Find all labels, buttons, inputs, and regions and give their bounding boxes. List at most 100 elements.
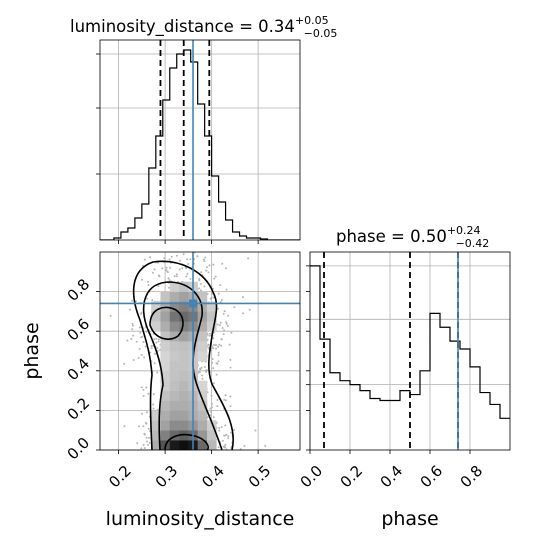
sample-point [178, 259, 181, 262]
sample-point [131, 322, 134, 325]
density-cell [160, 420, 171, 431]
sample-point [217, 354, 220, 357]
sample-point [141, 335, 144, 338]
sample-point [143, 258, 146, 261]
sample-point [218, 324, 221, 327]
sample-point [153, 338, 156, 341]
sample-point [128, 308, 131, 311]
contour-outer [132, 260, 234, 450]
density-cell [197, 440, 208, 450]
sample-point [140, 447, 143, 450]
density-cell [151, 311, 161, 322]
sample-point [132, 334, 135, 337]
sample-point [223, 329, 225, 332]
sample-point [224, 399, 227, 402]
density-cell [179, 341, 189, 352]
sample-point [212, 416, 215, 419]
sample-point [233, 429, 236, 431]
sample-point [153, 268, 156, 271]
density-cell [169, 420, 180, 431]
sample-point [225, 288, 228, 291]
sample-point [215, 362, 218, 365]
phase-histogram-frame [309, 251, 511, 451]
sample-point [186, 258, 189, 261]
sample-point [156, 408, 159, 411]
sample-point [225, 267, 228, 270]
sample-point [138, 425, 140, 428]
joint-x-tick-label-0.4: 0.4 [198, 462, 228, 492]
sample-point [142, 425, 145, 428]
sample-point [203, 260, 206, 263]
ld-histogram-grid [100, 40, 300, 240]
sample-point [156, 347, 159, 349]
sample-point [167, 277, 170, 280]
sample-point [242, 312, 245, 315]
sample-point [146, 411, 148, 414]
density-cell [160, 360, 171, 372]
sample-point [136, 442, 139, 445]
ld-histogram-marks [100, 40, 300, 240]
density-cell [197, 420, 208, 431]
density-cell [179, 291, 189, 302]
sample-point [158, 338, 160, 341]
density-cell [160, 311, 171, 322]
joint-density-frame [99, 251, 301, 451]
density-cell [169, 311, 180, 322]
density-cell [169, 370, 180, 381]
density-cell [169, 390, 180, 401]
sample-point [217, 307, 220, 310]
density-cell [169, 400, 180, 411]
sample-point [168, 279, 171, 282]
sample-point [212, 382, 215, 385]
density-cell [179, 440, 189, 450]
density-cell [197, 390, 208, 401]
density-cell [160, 341, 171, 352]
sample-point [147, 284, 150, 286]
sample-point [186, 272, 189, 275]
density-cell [169, 380, 180, 391]
density-cell [179, 351, 189, 362]
sample-point [205, 369, 208, 372]
joint-x-tick-label-0.5: 0.5 [245, 462, 275, 492]
density-cell [179, 331, 189, 342]
sample-point [229, 395, 232, 398]
joint-y-tick-label-0.8: 0.8 [64, 275, 94, 305]
sample-point [211, 402, 214, 405]
sample-point [203, 366, 206, 368]
sample-point [248, 308, 251, 311]
phase-x-tick-label-0.0: 0.0 [297, 462, 327, 492]
sample-point [141, 412, 144, 415]
sample-point [205, 269, 208, 272]
sample-point [211, 358, 214, 361]
sample-point [198, 287, 201, 290]
density-cell [151, 440, 161, 450]
density-cell [169, 301, 180, 312]
truth-marker [189, 299, 198, 308]
density-cell [151, 430, 161, 441]
sample-point [137, 357, 140, 359]
sample-point [219, 301, 222, 304]
density-cell [179, 370, 189, 381]
sample-point [155, 337, 158, 340]
sample-point [204, 256, 207, 259]
joint-y-tick-label-0.2: 0.2 [64, 394, 94, 424]
density-cell [169, 360, 180, 372]
sample-point [210, 410, 212, 413]
density-cell [160, 321, 171, 332]
sample-point [144, 345, 147, 348]
density-cell [197, 291, 208, 302]
sample-point [149, 256, 151, 259]
sample-point [166, 270, 169, 273]
sample-point [126, 339, 129, 342]
sample-point [152, 403, 155, 406]
sample-point [211, 361, 214, 364]
sample-point [220, 338, 223, 341]
x-axis-label-luminosity-distance: luminosity_distance [106, 508, 295, 530]
sample-point [226, 324, 229, 327]
sample-point [211, 406, 213, 409]
sample-point [212, 343, 215, 346]
sample-point [225, 323, 228, 325]
sample-point [132, 324, 134, 327]
density-cell [169, 410, 180, 421]
sample-point [142, 388, 145, 391]
